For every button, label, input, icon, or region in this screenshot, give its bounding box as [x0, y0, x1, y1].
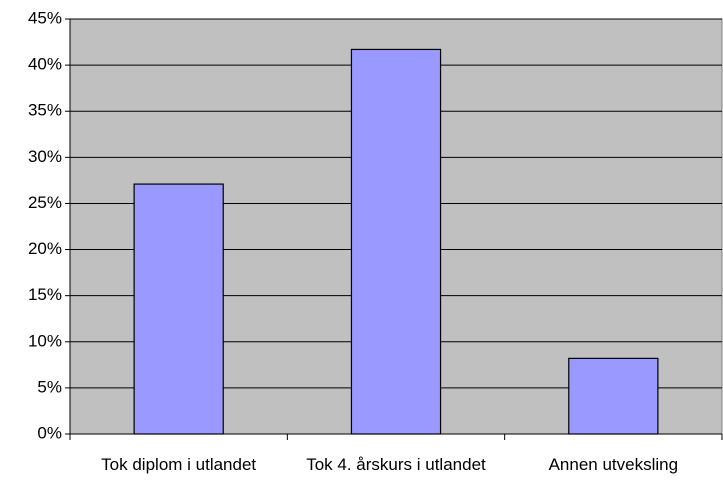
y-tick-label: 40%	[28, 55, 62, 74]
bar	[568, 357, 659, 435]
bar	[133, 183, 224, 435]
y-tick-label: 15%	[28, 285, 62, 304]
y-tick-label: 0%	[37, 423, 62, 442]
bar	[350, 48, 442, 435]
y-tick-label: 35%	[28, 101, 62, 120]
x-tick-label: Tok diplom i utlandet	[101, 455, 257, 474]
y-tick-label: 30%	[28, 147, 62, 166]
y-tick-label: 45%	[28, 8, 62, 27]
x-tick-label: Tok 4. årskurs i utlandet	[306, 455, 486, 474]
y-tick-label: 25%	[28, 193, 62, 212]
x-tick-label: Annen utveksling	[548, 455, 679, 474]
y-tick-label: 5%	[37, 377, 62, 396]
y-tick-label: 20%	[28, 239, 62, 258]
y-tick-label: 10%	[28, 331, 62, 350]
